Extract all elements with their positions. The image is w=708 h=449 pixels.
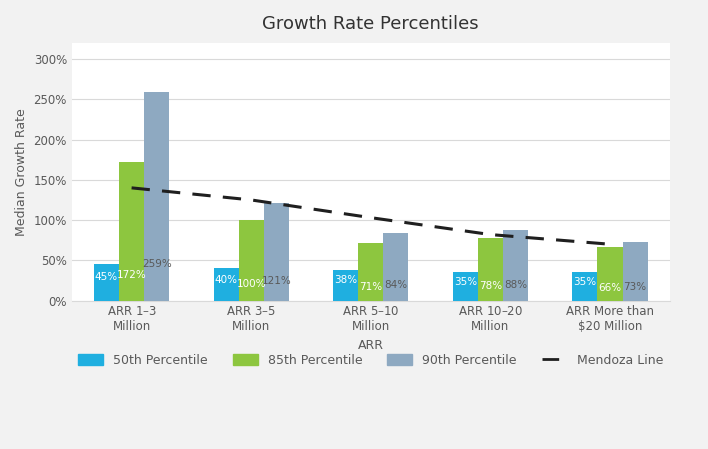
Bar xyxy=(572,273,598,301)
Mendoza Line xyxy=(127,185,136,190)
Bar xyxy=(239,220,264,301)
Bar xyxy=(503,230,528,301)
Text: 88%: 88% xyxy=(504,280,527,290)
Mendoza Line xyxy=(606,242,615,247)
Bar xyxy=(452,273,478,301)
Text: 172%: 172% xyxy=(117,270,147,280)
Text: 259%: 259% xyxy=(142,260,171,269)
Legend: 50th Percentile, 85th Percentile, 90th Percentile, Mendoza Line: 50th Percentile, 85th Percentile, 90th P… xyxy=(73,349,668,372)
Bar xyxy=(333,270,358,301)
Bar xyxy=(94,264,119,301)
Text: 121%: 121% xyxy=(261,276,291,286)
Line: Mendoza Line: Mendoza Line xyxy=(132,188,610,244)
Text: 78%: 78% xyxy=(479,281,502,291)
Bar xyxy=(214,269,239,301)
Text: 71%: 71% xyxy=(359,282,382,292)
Text: 45%: 45% xyxy=(95,273,118,282)
Text: 35%: 35% xyxy=(454,277,476,286)
Text: 38%: 38% xyxy=(334,275,358,285)
Text: 100%: 100% xyxy=(236,278,266,289)
Text: 73%: 73% xyxy=(624,282,646,292)
Bar xyxy=(383,233,409,301)
Bar xyxy=(478,238,503,301)
Bar xyxy=(119,162,144,301)
Text: 84%: 84% xyxy=(384,281,408,291)
X-axis label: ARR: ARR xyxy=(358,339,384,352)
Title: Growth Rate Percentiles: Growth Rate Percentiles xyxy=(263,15,479,33)
Mendoza Line xyxy=(486,232,495,237)
Bar xyxy=(144,92,169,301)
Mendoza Line xyxy=(247,197,256,202)
Y-axis label: Median Growth Rate: Median Growth Rate xyxy=(15,108,28,236)
Text: 40%: 40% xyxy=(215,274,238,285)
Bar xyxy=(622,242,648,301)
Mendoza Line xyxy=(367,215,375,220)
Text: 35%: 35% xyxy=(573,277,596,286)
Bar xyxy=(264,203,289,301)
Bar xyxy=(598,247,622,301)
Bar xyxy=(358,243,383,301)
Text: 66%: 66% xyxy=(598,282,622,293)
